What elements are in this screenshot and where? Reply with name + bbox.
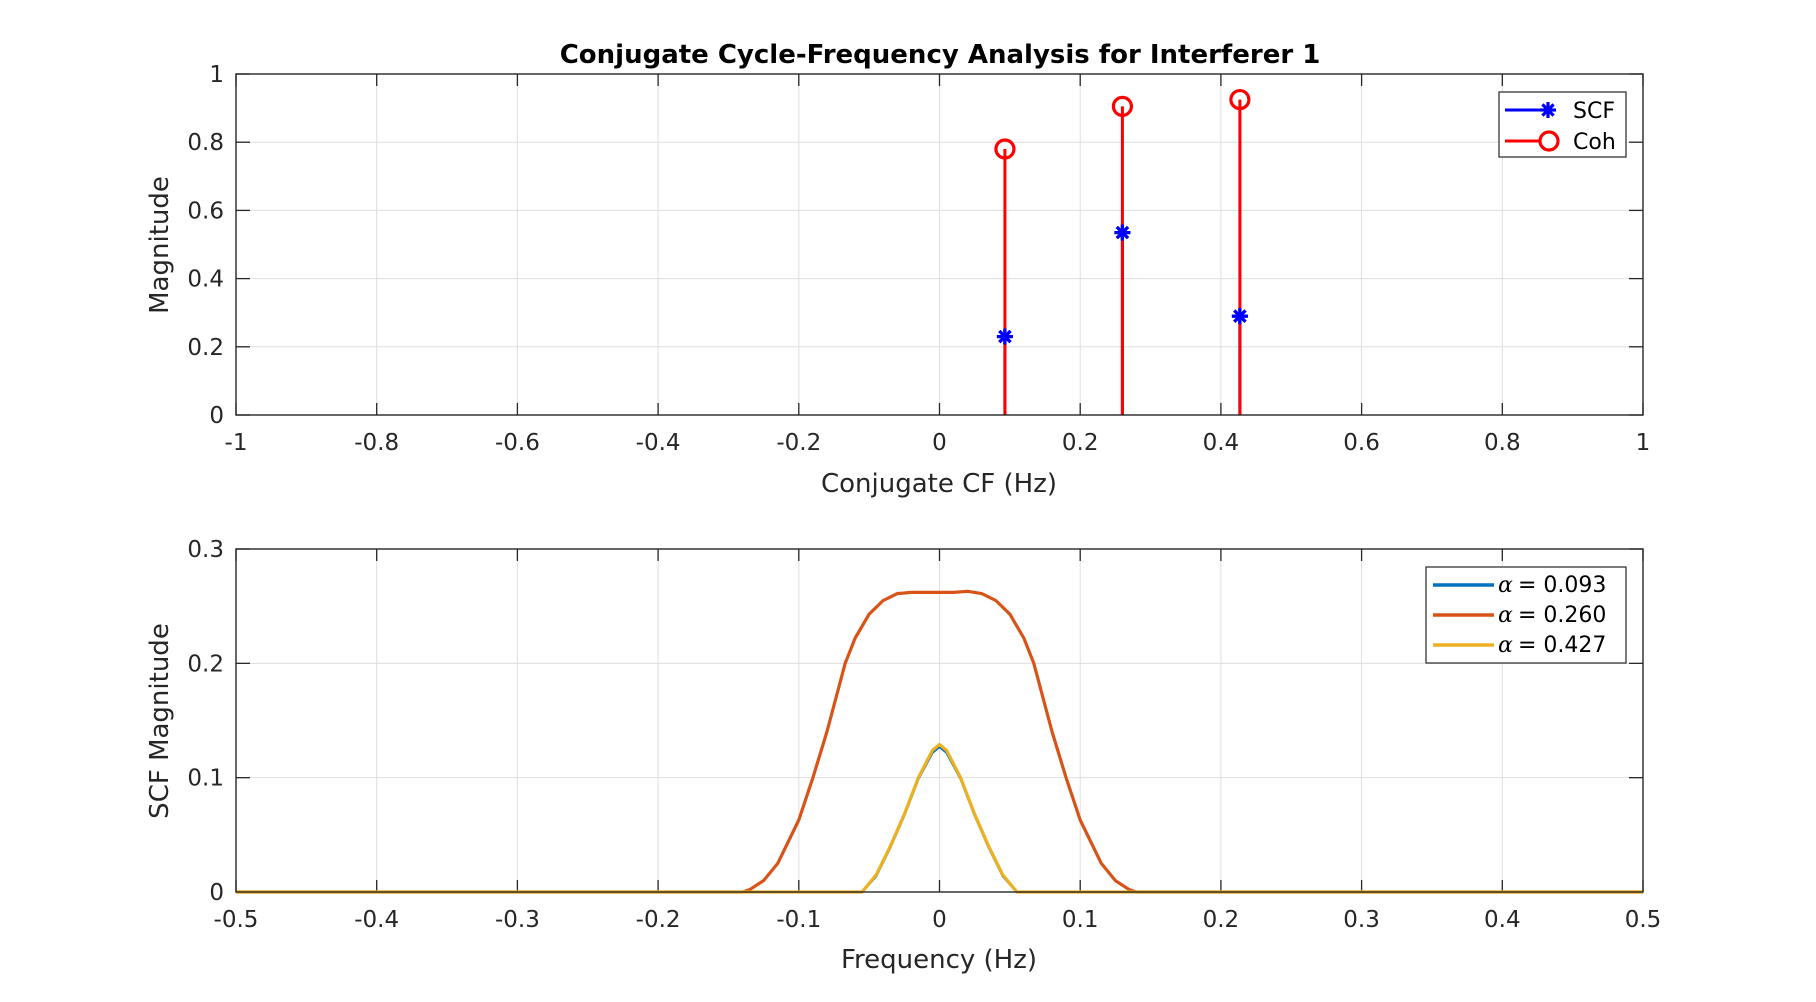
- y-axis-label: SCF Magnitude: [145, 623, 175, 819]
- legend-alpha-symbol: α: [1498, 573, 1513, 598]
- x-tick-label: -0.4: [636, 430, 681, 456]
- x-tick-label: 0.1: [1062, 907, 1099, 933]
- x-tick-label: -0.1: [776, 907, 821, 933]
- y-tick-label: 0.6: [187, 198, 224, 224]
- legend-label-scf: SCF: [1573, 99, 1615, 124]
- legend-label-0427: = 0.427: [1518, 633, 1606, 658]
- x-tick-label: 0.8: [1484, 430, 1521, 456]
- y-tick-labels: 0 0.1 0.2 0.3: [187, 537, 224, 906]
- x-tick-label: -0.2: [636, 907, 681, 933]
- x-tick-label: -0.8: [354, 430, 399, 456]
- y-tick-label: 0.2: [187, 651, 224, 677]
- legend-label-0260: = 0.260: [1518, 603, 1606, 628]
- figure-title: Conjugate Cycle-Frequency Analysis for I…: [560, 40, 1321, 70]
- axes-box: [235, 73, 1644, 416]
- scf-line-plot-axes: -0.5 -0.4 -0.3 -0.2 -0.1 0 0.1 0.2 0.3 0.4 0.5 0 0.…: [145, 537, 1661, 975]
- x-tick-label: 0: [932, 907, 947, 933]
- legend-scf-asterisk-icon: [1540, 102, 1556, 118]
- legend-coh-circle-icon: [1538, 130, 1560, 152]
- coh-circle-marker: [1229, 88, 1251, 111]
- x-tick-label: -0.5: [214, 907, 259, 933]
- y-tick-label: 0.3: [187, 537, 224, 563]
- y-tick-labels: 0 0.2 0.4 0.6 0.8 1: [187, 62, 224, 429]
- data-marks: [994, 88, 1251, 415]
- scf-asterisk-marker-top: [1231, 308, 1248, 325]
- stem-plot-axes: -1 -0.8 -0.6 -0.4 -0.2 0 0.2 0.4 0.6 0.8 1 0 0.2 0.4…: [145, 62, 1650, 499]
- axes-box: [235, 548, 1644, 893]
- x-tick-label: -1: [225, 430, 248, 456]
- x-tick-label: 1: [1636, 430, 1651, 456]
- x-tick-label: 0.2: [1203, 907, 1240, 933]
- x-tick-label: 0: [932, 430, 947, 456]
- legend-alpha-symbol: α: [1498, 603, 1513, 628]
- legend-label-0093: = 0.093: [1518, 573, 1606, 598]
- coh-circle-marker: [1111, 95, 1134, 117]
- scf-asterisk-marker-top: [1114, 224, 1131, 241]
- x-axis-label: Frequency (Hz): [841, 945, 1037, 975]
- y-tick-label: 0.2: [187, 335, 224, 361]
- x-tick-label: 0.6: [1343, 430, 1380, 456]
- data-marks: [236, 589, 1643, 894]
- y-tick-label: 0.1: [187, 766, 224, 792]
- legend-box: [1498, 91, 1627, 158]
- legend-asterisk-stroke: [1540, 102, 1556, 118]
- legend[interactable]: SCF Coh: [1498, 91, 1627, 158]
- x-tick-label: 0.5: [1625, 907, 1662, 933]
- y-tick-label: 1: [209, 62, 224, 88]
- x-tick-labels: -1 -0.8 -0.6 -0.4 -0.2 0 0.2 0.4 0.6 0.8 1: [225, 430, 1651, 456]
- x-axis-label: Conjugate CF (Hz): [821, 469, 1057, 499]
- series-line-2: [236, 742, 1643, 894]
- y-tick-label: 0: [209, 403, 224, 429]
- y-tick-label: 0.4: [187, 267, 224, 293]
- legend[interactable]: α = 0.093 α = 0.260 α = 0.427: [1425, 566, 1627, 664]
- x-tick-label: 0.3: [1343, 907, 1380, 933]
- scf-asterisk-marker-top: [996, 328, 1013, 345]
- x-tick-label: 0.4: [1484, 907, 1521, 933]
- x-tick-label: 0.4: [1203, 430, 1240, 456]
- series-line-1: [236, 589, 1643, 894]
- legend-alpha-symbol: α: [1498, 633, 1513, 658]
- y-axis-label: Magnitude: [145, 176, 175, 314]
- y-tick-label: 0.8: [187, 130, 224, 156]
- x-tick-label: -0.4: [354, 907, 399, 933]
- x-tick-label: -0.6: [495, 430, 540, 456]
- coh-circle-marker: [994, 138, 1016, 160]
- x-tick-label: -0.3: [495, 907, 540, 933]
- x-tick-labels: -0.5 -0.4 -0.3 -0.2 -0.1 0 0.1 0.2 0.3 0.4 0.5: [214, 907, 1662, 933]
- x-tick-label: 0.2: [1062, 430, 1099, 456]
- x-tick-label: -0.2: [776, 430, 821, 456]
- y-tick-label: 0: [209, 880, 224, 906]
- legend-label-coh: Coh: [1573, 130, 1616, 155]
